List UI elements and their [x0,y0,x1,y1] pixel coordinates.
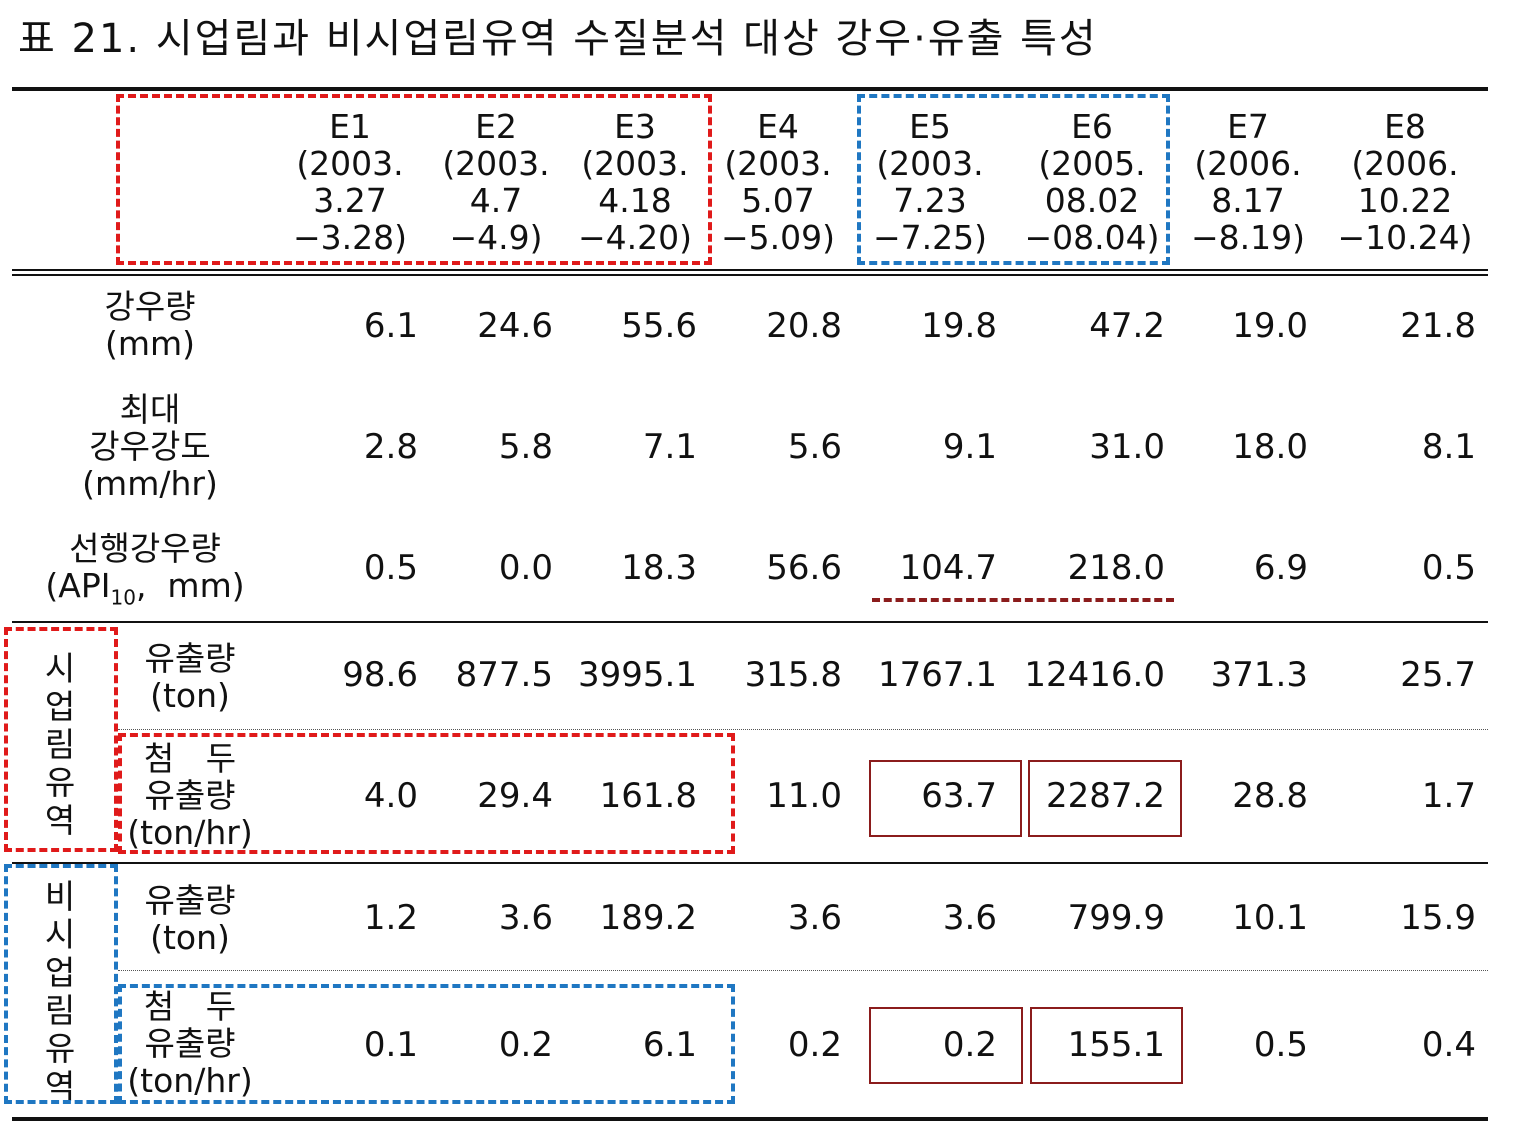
cell-runoff-untreated-e3: 189.2 [599,898,697,938]
highlight-box-red-header [116,94,712,265]
cell-rainfall-e4: 20.8 [766,306,842,346]
cell-antecedent-rainfall-e5: 104.7 [899,548,997,588]
highlight-underline-antecedent [872,598,1174,602]
row-label-peak-runoff-treated: 첨 두 유출량 (ton/hr) [127,739,253,852]
cell-runoff-untreated-e4: 3.6 [787,898,842,938]
cell-peak-runoff-treated-e8: 1.7 [1421,776,1476,816]
cell-runoff-untreated-e7: 10.1 [1232,898,1308,938]
highlight-box-e6-treated-peak [1028,760,1182,837]
cell-peak-runoff-treated-e4: 11.0 [766,776,842,816]
highlight-box-e5-treated-peak [869,760,1022,837]
cell-antecedent-rainfall-e6: 218.0 [1067,548,1165,588]
cell-rainfall-e3: 55.6 [621,306,697,346]
cell-rainfall-e5: 19.8 [921,306,997,346]
cell-max-intensity-e1: 2.8 [363,427,418,467]
highlight-box-e5-untreated-peak [869,1007,1023,1084]
cell-peak-runoff-untreated-e3: 6.1 [642,1025,697,1065]
cell-antecedent-rainfall-e4: 56.6 [766,548,842,588]
cell-antecedent-rainfall-e7: 6.9 [1253,548,1308,588]
column-header: E1 (2003. 3.27 −3.28) [292,107,407,257]
top-rule [12,87,1488,91]
section-rule-treated [12,621,1488,623]
cell-antecedent-rainfall-e8: 0.5 [1421,548,1476,588]
dotted-rule-untreated [118,970,1488,971]
cell-max-intensity-e5: 9.1 [942,427,997,467]
cell-peak-runoff-untreated-e2: 0.2 [498,1025,553,1065]
column-header: E3 (2003. 4.18 −4.20) [577,107,692,257]
cell-rainfall-e1: 6.1 [363,306,418,346]
column-header: E6 (2005. 08.02 −08.04) [1024,107,1160,257]
cell-peak-runoff-untreated-e8: 0.4 [1421,1025,1476,1065]
highlight-box-blue-untreated-label [4,864,118,1104]
header-double-rule-2 [12,274,1488,276]
cell-max-intensity-e3: 7.1 [642,427,697,467]
bottom-rule [12,1117,1488,1121]
cell-peak-runoff-treated-e3: 161.8 [599,776,697,816]
cell-antecedent-rainfall-e1: 0.5 [363,548,418,588]
cell-peak-runoff-untreated-e4: 0.2 [787,1025,842,1065]
cell-runoff-treated-e8: 25.7 [1400,655,1476,695]
cell-rainfall-e7: 19.0 [1232,306,1308,346]
row-label-rainfall: 강우량 (mm) [104,287,196,363]
dotted-rule-treated [118,729,1488,730]
highlight-box-e6-untreated-peak [1030,1007,1183,1084]
cell-peak-runoff-treated-e7: 28.8 [1232,776,1308,816]
cell-max-intensity-e6: 31.0 [1089,427,1165,467]
cell-peak-runoff-untreated-e1: 0.1 [363,1025,418,1065]
cell-runoff-treated-e6: 12416.0 [1024,655,1165,695]
cell-peak-runoff-untreated-e6: 155.1 [1067,1025,1165,1065]
row-label-antecedent-rainfall: 선행강우량 (API10, mm) [45,529,245,610]
highlight-box-red-treated-peak [118,733,735,854]
cell-peak-runoff-untreated-e5: 0.2 [942,1025,997,1065]
highlight-box-red-treated-label [4,627,118,852]
cell-peak-runoff-untreated-e7: 0.5 [1253,1025,1308,1065]
cell-runoff-untreated-e8: 15.9 [1400,898,1476,938]
cell-max-intensity-e7: 18.0 [1232,427,1308,467]
row-label-peak-runoff-untreated: 첨 두 유출량 (ton/hr) [127,987,253,1100]
cell-runoff-treated-e5: 1767.1 [878,655,997,695]
cell-peak-runoff-treated-e1: 4.0 [363,776,418,816]
cell-runoff-treated-e2: 877.5 [455,655,553,695]
section-rule-untreated [12,862,1488,864]
table-title: 표 21. 시업림과 비시업림유역 수질분석 대상 강우·유출 특성 [18,16,1098,62]
row-label-max-intensity: 최대 강우강도 (mm/hr) [82,390,218,503]
cell-runoff-untreated-e6: 799.9 [1067,898,1165,938]
cell-rainfall-e2: 24.6 [477,306,553,346]
cell-peak-runoff-treated-e6: 2287.2 [1046,776,1165,816]
cell-rainfall-e8: 21.8 [1400,306,1476,346]
column-header: E2 (2003. 4.7 −4.9) [442,107,550,257]
cell-antecedent-rainfall-e3: 18.3 [621,548,697,588]
highlight-box-blue-untreated-peak [118,984,735,1104]
column-header: E5 (2003. 7.23 −7.25) [872,107,987,257]
column-header: E7 (2006. 8.17 −8.19) [1190,107,1305,257]
row-label-runoff-untreated: 유출량 (ton) [144,881,236,957]
column-header: E4 (2003. 5.07 −5.09) [720,107,835,257]
cell-max-intensity-e8: 8.1 [1421,427,1476,467]
column-header: E8 (2006. 10.22 −10.24) [1337,107,1473,257]
cell-runoff-treated-e7: 371.3 [1210,655,1308,695]
cell-runoff-treated-e4: 315.8 [744,655,842,695]
highlight-box-blue-header [857,94,1170,265]
cell-max-intensity-e4: 5.6 [787,427,842,467]
cell-runoff-untreated-e2: 3.6 [498,898,553,938]
cell-runoff-treated-e3: 3995.1 [578,655,697,695]
cell-runoff-treated-e1: 98.6 [342,655,418,695]
cell-peak-runoff-treated-e2: 29.4 [477,776,553,816]
cell-antecedent-rainfall-e2: 0.0 [498,548,553,588]
cell-peak-runoff-treated-e5: 63.7 [921,776,997,816]
cell-rainfall-e6: 47.2 [1089,306,1165,346]
cell-runoff-untreated-e5: 3.6 [942,898,997,938]
row-label-runoff-treated: 유출량 (ton) [144,639,236,715]
cell-max-intensity-e2: 5.8 [498,427,553,467]
header-double-rule-1 [12,269,1488,271]
cell-runoff-untreated-e1: 1.2 [363,898,418,938]
